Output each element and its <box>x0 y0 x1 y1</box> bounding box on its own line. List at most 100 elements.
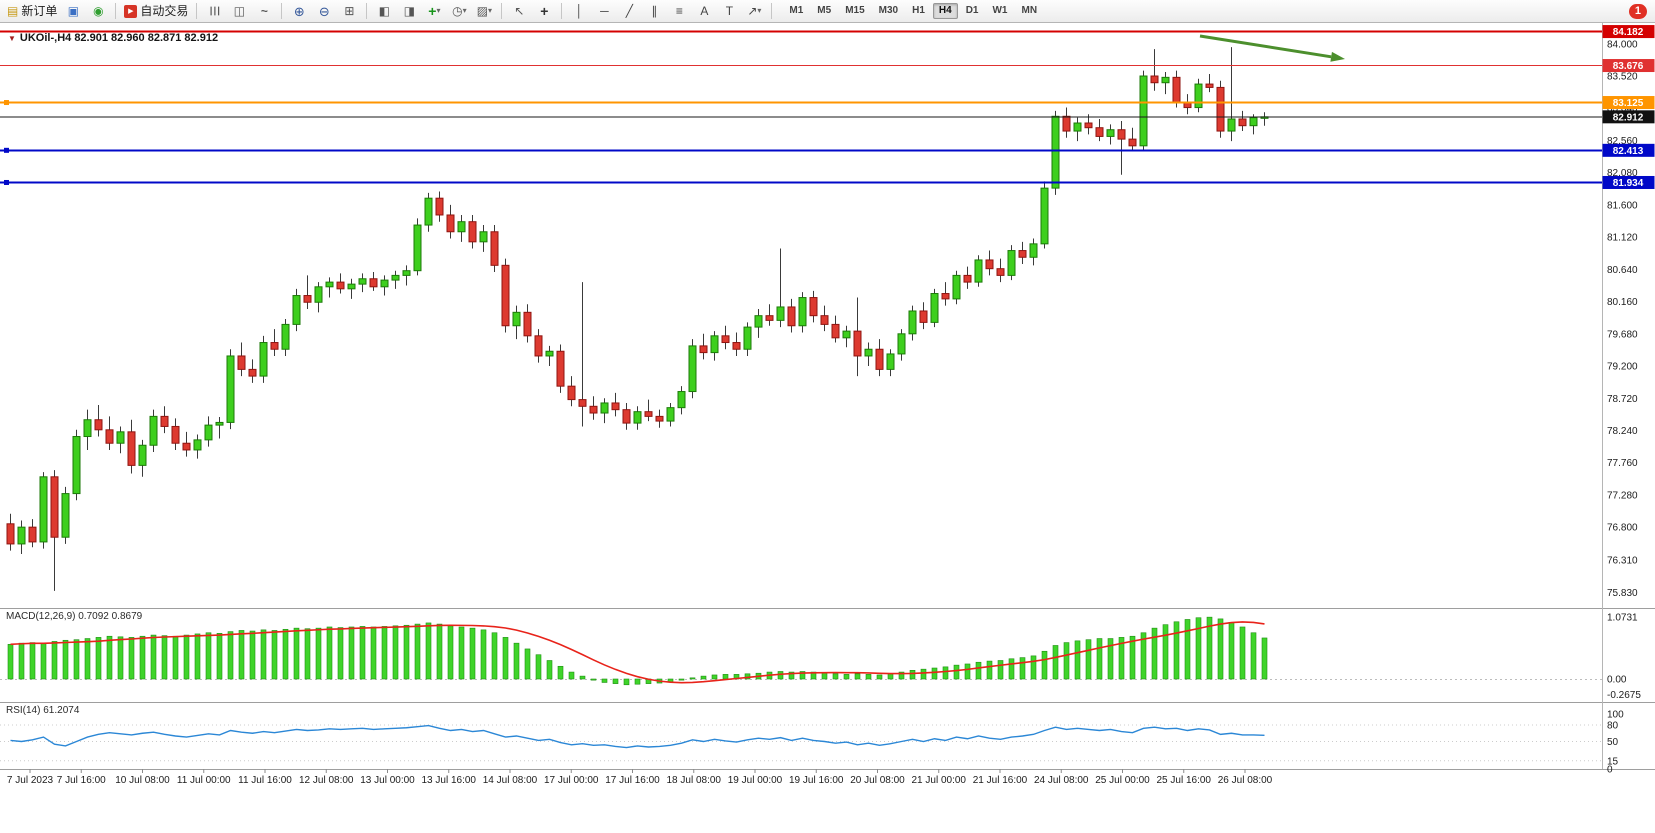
candle-up <box>1073 122 1082 132</box>
candle-up <box>116 431 125 444</box>
crosshair-icon[interactable]: + <box>540 3 549 19</box>
price-axis-label: 77.760 <box>1607 458 1638 469</box>
timeframe-button-h1[interactable]: H1 <box>906 3 931 19</box>
periods-button[interactable]: ◷ ▾ <box>447 1 471 21</box>
candle-up <box>292 295 301 325</box>
macd-histogram-bar <box>1228 622 1235 680</box>
support-line-82413-handle[interactable] <box>4 147 9 153</box>
toolbar-separator <box>196 3 198 19</box>
macd-histogram-bar <box>62 639 69 680</box>
macd-histogram-bar <box>689 677 696 680</box>
candle-up <box>677 391 686 409</box>
macd-histogram-bar <box>876 674 883 680</box>
zoom-in-icon[interactable]: ⊕ <box>293 3 305 19</box>
market-watch-icon[interactable]: ◉ <box>93 4 104 18</box>
resistance-line-84182-price-badge <box>1602 25 1655 39</box>
tile-windows-icon[interactable]: ⊞ <box>344 4 355 18</box>
symbol-menu-icon[interactable]: ▼ <box>8 33 16 43</box>
support-line-82413-price-label: 82.413 <box>1613 146 1644 157</box>
candle-down <box>622 409 631 424</box>
macd-signal-line <box>10 621 1265 684</box>
bar-chart-icon[interactable]: ☰ <box>207 5 222 17</box>
macd-histogram-bar <box>249 630 256 680</box>
vertical-line-tool-icon[interactable]: │ <box>575 4 584 18</box>
price-axis-label: 79.200 <box>1607 362 1638 373</box>
candlestick-chart-icon[interactable]: ◫ <box>233 4 246 18</box>
macd-histogram-bar <box>1261 637 1268 680</box>
macd-histogram-bar <box>315 627 322 680</box>
price-axis-label: 77.280 <box>1607 490 1638 501</box>
timeframe-button-w1[interactable]: W1 <box>986 3 1013 19</box>
macd-histogram-bar <box>480 629 487 680</box>
time-axis-label: 13 Jul 00:00 <box>360 775 415 786</box>
candle-up <box>864 348 873 357</box>
macd-histogram-bar <box>546 660 553 680</box>
trendline-tool-icon[interactable]: ╱ <box>625 4 633 18</box>
notification-badge[interactable]: 1 <box>1628 3 1647 19</box>
macd-histogram-bar <box>1041 650 1048 680</box>
price-axis-label: 84.000 <box>1607 39 1638 50</box>
candle-down <box>699 345 708 354</box>
cascade-windows-icon[interactable]: ◧ <box>378 4 391 18</box>
candle-up <box>457 221 466 233</box>
macd-histogram-bar <box>931 667 938 680</box>
time-axis-label: 11 Jul 16:00 <box>238 775 292 786</box>
candle-up <box>413 224 422 272</box>
tile-horizontal-icon[interactable]: ◨ <box>403 4 416 18</box>
candle-down <box>963 274 972 283</box>
cursor-icon[interactable]: ↖ <box>514 4 525 18</box>
text-label-tool-icon[interactable]: T <box>725 4 734 18</box>
price-axis-label: 82.560 <box>1607 136 1638 147</box>
macd-histogram-bar <box>524 648 531 680</box>
macd-histogram-bar <box>161 635 168 680</box>
trend-arrow[interactable] <box>1199 34 1332 59</box>
profiles-icon[interactable]: ▣ <box>67 4 80 18</box>
timeframe-button-m15[interactable]: M15 <box>839 3 870 19</box>
timeframe-button-mn[interactable]: MN <box>1015 3 1043 19</box>
price-axis-label: 76.800 <box>1607 523 1638 534</box>
time-axis-label: 25 Jul 16:00 <box>1157 775 1212 786</box>
new-order-button[interactable]: ▤ 新订单 <box>4 2 60 20</box>
chevron-down-icon: ▾ <box>462 6 467 15</box>
autotrading-button[interactable]: ▶ 自动交易 <box>121 2 191 20</box>
macd-histogram-bar <box>700 675 707 680</box>
candle-up <box>1040 187 1049 245</box>
timeframe-button-m30[interactable]: M30 <box>873 3 904 19</box>
text-tool-icon[interactable]: A <box>700 4 709 18</box>
macd-histogram-bar <box>887 673 894 680</box>
line-chart-icon[interactable]: ~ <box>260 4 268 18</box>
timeframe-button-h4[interactable]: H4 <box>932 3 958 19</box>
zoom-out-icon[interactable]: ⊖ <box>318 3 330 19</box>
fibonacci-tool-icon[interactable]: ≡ <box>675 4 683 18</box>
candle-up <box>1194 83 1203 109</box>
arrow-tools-button[interactable]: ↗ ▾ <box>742 1 766 21</box>
time-axis-label: 13 Jul 16:00 <box>422 775 477 786</box>
support-line-81934-handle[interactable] <box>4 179 9 185</box>
chart-canvas[interactable]: 84.000 83.520 83.040 82.560 82.080 81.600 81.1… <box>0 23 1655 833</box>
macd-histogram-bar <box>282 628 289 680</box>
candle-up <box>710 335 719 354</box>
candle-down <box>1238 118 1247 127</box>
candle-down <box>611 402 620 411</box>
candle-up <box>754 315 763 328</box>
pivot-line-83125-handle[interactable] <box>4 100 9 106</box>
macd-histogram-bar <box>821 672 828 680</box>
price-axis-label: 78.720 <box>1607 394 1638 405</box>
timeframe-button-d1[interactable]: D1 <box>960 3 985 19</box>
indicators-button[interactable]: + ▾ <box>422 1 446 21</box>
timeframe-button-m5[interactable]: M5 <box>811 3 837 19</box>
candle-up <box>930 293 939 323</box>
macd-histogram-bar <box>436 623 443 680</box>
candle-up <box>424 197 433 226</box>
rsi-line <box>10 724 1265 749</box>
horizontal-line-tool-icon[interactable]: ─ <box>600 4 609 18</box>
macd-histogram-bar <box>997 660 1004 680</box>
candle-down <box>820 315 829 325</box>
timeframe-button-m1[interactable]: M1 <box>783 3 809 19</box>
resistance-line-83676-price-badge <box>1602 59 1655 73</box>
trend-arrow-head[interactable] <box>1330 51 1345 62</box>
templates-button[interactable]: ▨ ▾ <box>472 1 496 21</box>
channel-tool-icon[interactable]: ∥ <box>651 4 658 18</box>
candle-up <box>974 259 983 283</box>
